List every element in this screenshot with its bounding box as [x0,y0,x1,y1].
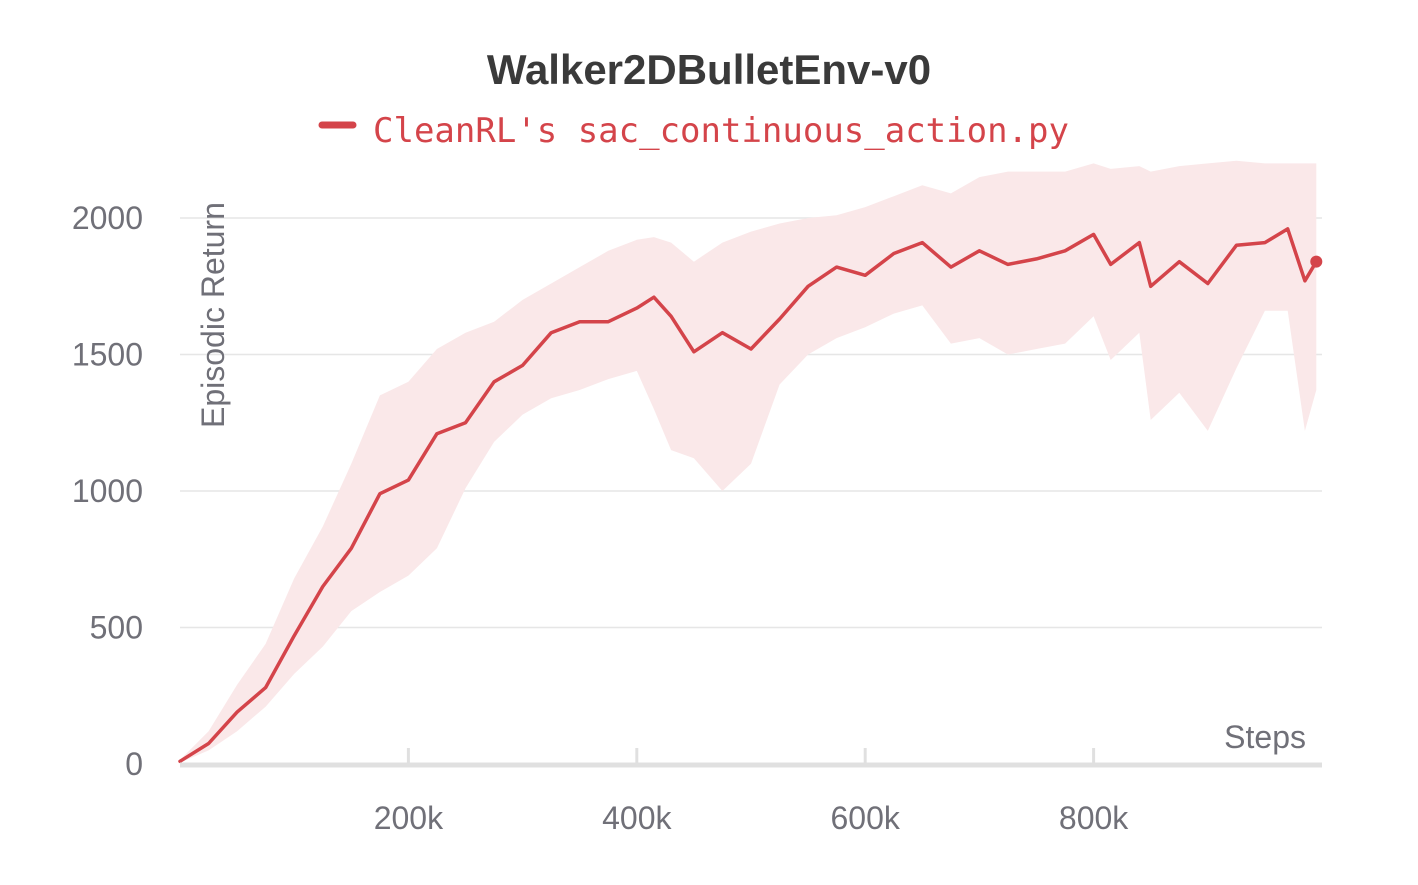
y-tick-label: 500 [90,610,143,646]
confidence-band [180,160,1317,763]
y-tick-label: 1000 [72,473,143,509]
series-line [178,227,1319,764]
x-tick-label: 200k [374,800,444,836]
y-tick-label: 0 [125,746,143,782]
x-axis-label: Steps [1224,719,1306,755]
chart-title: Walker2DBulletEnv-v0 [487,46,931,93]
series-end-point [1310,255,1323,268]
legend-label: CleanRL's sac_continuous_action.py [373,111,1069,151]
x-tick-label: 400k [602,800,672,836]
x-tick-label: 600k [831,800,901,836]
y-tick-label: 2000 [72,200,143,236]
y-tick-label: 1500 [72,337,143,373]
y-axis-label: Episodic Return [195,202,231,428]
x-tick-label: 800k [1059,800,1129,836]
